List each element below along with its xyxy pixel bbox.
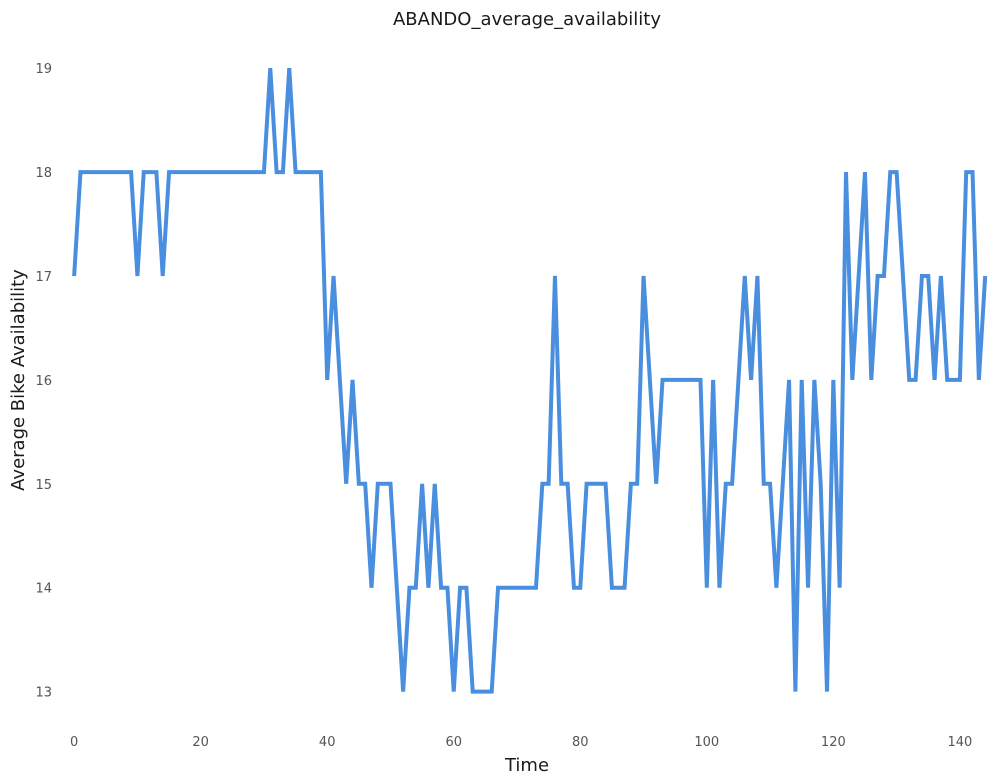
x-tick-label: 60 (445, 735, 462, 750)
x-tick-label: 120 (821, 735, 846, 750)
y-tick-label: 17 (35, 270, 52, 285)
y-axis-ticks: 13 14 15 16 17 18 19 (35, 62, 52, 700)
y-tick-label: 16 (35, 374, 52, 389)
x-tick-label: 80 (572, 735, 589, 750)
x-tick-label: 100 (694, 735, 719, 750)
y-tick-label: 18 (35, 166, 52, 181)
x-axis-label: Time (504, 755, 549, 776)
y-tick-label: 14 (35, 582, 52, 597)
series-layer (72, 68, 988, 694)
y-tick-label: 19 (35, 62, 52, 77)
x-tick-label: 20 (192, 735, 209, 750)
y-tick-label: 13 (35, 686, 52, 701)
chart-title: ABANDO_average_availability (393, 9, 661, 30)
x-tick-label: 40 (319, 735, 336, 750)
series-line (72, 68, 988, 694)
x-tick-label: 140 (947, 735, 972, 750)
x-axis-ticks: 0 20 40 60 80 100 120 140 (70, 735, 972, 750)
x-tick-label: 0 (70, 735, 78, 750)
y-axis-label: Average Bike Availability (8, 269, 29, 491)
y-tick-label: 15 (35, 478, 52, 493)
